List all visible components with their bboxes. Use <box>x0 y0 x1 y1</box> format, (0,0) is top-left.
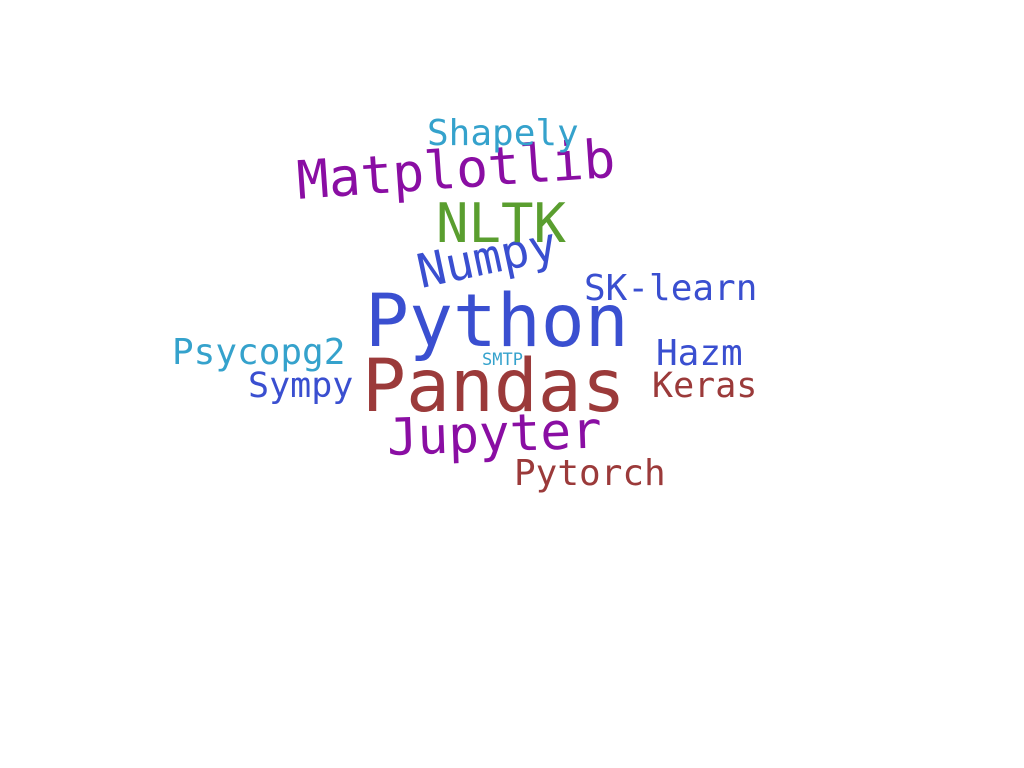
word-keras: Keras <box>652 366 758 406</box>
word-sympy: Sympy <box>248 366 354 406</box>
word-pytorch: Pytorch <box>514 453 666 494</box>
word-nltk: NLTK <box>436 192 567 255</box>
word-pandas: Pandas <box>362 344 626 429</box>
word-python: Python <box>365 279 629 364</box>
word-smtp: SMTP <box>482 350 523 370</box>
word-sk-learn: SK-learn <box>584 268 758 309</box>
word-psycopg2: Psycopg2 <box>172 332 346 373</box>
word-shapely: Shapely <box>427 113 579 154</box>
word-hazm: Hazm <box>656 333 743 374</box>
